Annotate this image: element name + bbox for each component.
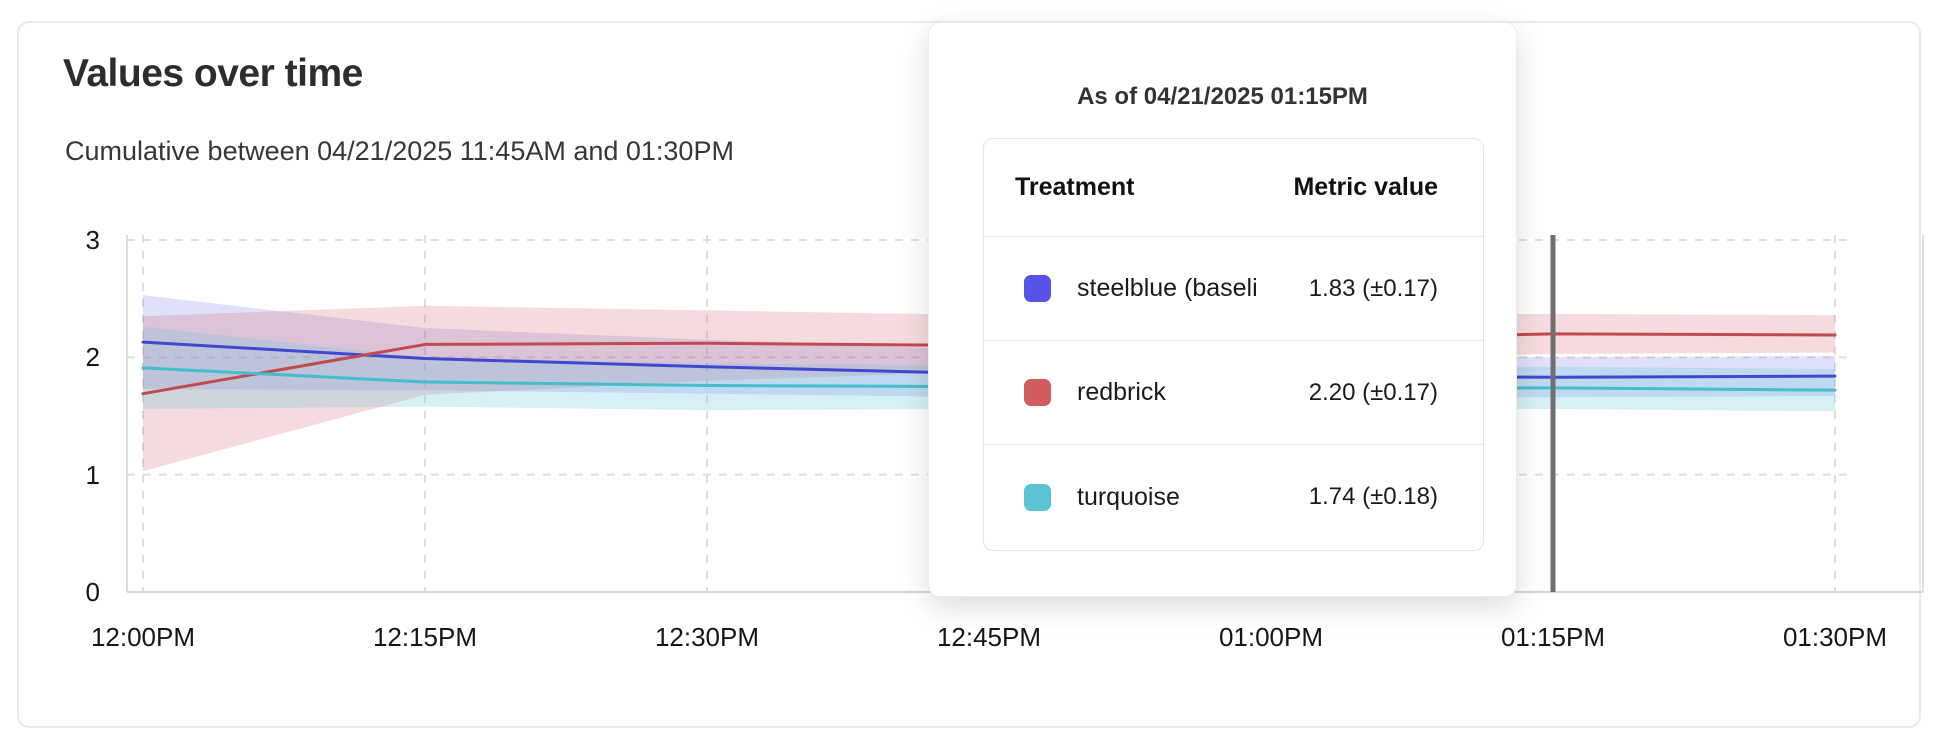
x-tick-label: 12:45PM [936,622,1042,652]
column-metric-value: Metric value [1293,173,1438,201]
chart-title: Values over time [63,52,363,95]
table-row: steelblue (baseli 1.83 (±0.17) [984,237,1483,341]
series-value: 1.83 (±0.17) [1308,274,1438,302]
y-tick-label: 3 [85,225,100,255]
table-row: turquoise 1.74 (±0.18) [984,445,1483,549]
y-tick-label: 2 [85,342,100,373]
column-treatment: Treatment [1015,173,1135,201]
x-tick-label: 12:00PM [90,622,196,652]
table-row: redbrick 2.20 (±0.17) [984,341,1483,445]
series-label: steelblue (baseli [1077,274,1258,302]
x-tick-label: 01:30PM [1782,622,1888,652]
series-swatch-redbrick [1024,379,1051,406]
x-tick-label: 01:15PM [1500,622,1606,652]
series-swatch-steelblue [1024,275,1051,302]
y-tick-label: 1 [85,459,100,490]
tooltip-title: As of 04/21/2025 01:15PM [1077,83,1368,110]
series-swatch-turquoise [1024,483,1051,511]
chart-subtitle: Cumulative between 04/21/2025 11:45AM an… [65,136,734,166]
x-tick-label: 12:15PM [372,622,478,652]
series-value: 2.20 (±0.17) [1308,378,1438,406]
series-label: redbrick [1077,378,1166,406]
hover-tooltip: As of 04/21/2025 01:15PM Treatment Metri… [928,22,1517,597]
tooltip-table: Treatment Metric value steelblue (baseli… [983,138,1484,551]
x-tick-label: 12:30PM [654,622,760,652]
series-value: 1.74 (±0.18) [1308,483,1438,510]
series-label: turquoise [1077,482,1180,511]
y-tick-label: 0 [85,577,100,607]
x-tick-label: 01:00PM [1218,622,1324,652]
tooltip-table-header: Treatment Metric value [984,139,1483,237]
